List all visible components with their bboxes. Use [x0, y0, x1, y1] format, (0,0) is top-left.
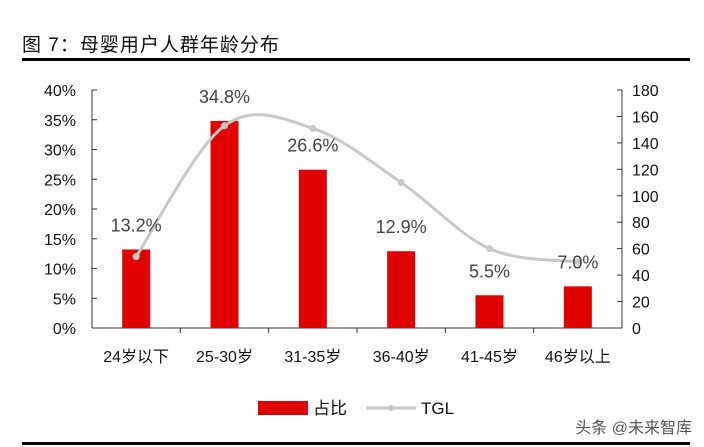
bar-data-label: 5.5% — [469, 261, 510, 281]
right-tick-label: 20 — [632, 295, 650, 312]
bar — [298, 169, 327, 328]
tgl-point — [397, 179, 405, 187]
right-tick-label: 60 — [632, 242, 650, 259]
bar-data-label: 13.2% — [111, 215, 162, 235]
right-tick-label: 0 — [632, 321, 641, 338]
right-tick-label: 140 — [632, 136, 659, 153]
bar-data-label: 26.6% — [287, 136, 338, 156]
left-tick-label: 15% — [44, 232, 76, 249]
right-tick-label: 180 — [632, 83, 659, 100]
tgl-point — [574, 258, 582, 266]
legend-bar-swatch — [258, 401, 308, 415]
x-tick-label: 25-30岁 — [196, 348, 253, 366]
right-tick-label: 160 — [632, 109, 659, 126]
tgl-line — [134, 113, 579, 264]
legend-line-marker — [388, 405, 394, 411]
bar — [563, 286, 592, 328]
bar-data-label: 34.8% — [199, 87, 250, 107]
bar — [387, 251, 416, 328]
bottom-rule — [22, 442, 690, 445]
left-tick-label: 40% — [44, 83, 76, 100]
x-tick-label: 46岁以上 — [545, 348, 611, 366]
right-tick-label: 100 — [632, 189, 659, 206]
left-tick-label: 5% — [53, 291, 76, 308]
tgl-point — [309, 124, 317, 132]
bar — [210, 120, 239, 328]
x-tick-label: 36-40岁 — [373, 348, 430, 366]
legend-bar-label: 占比 — [313, 399, 347, 418]
right-tick-label: 120 — [632, 162, 659, 179]
x-tick-label: 31-35岁 — [284, 348, 341, 366]
bar — [122, 249, 151, 328]
left-tick-label: 30% — [44, 143, 76, 160]
right-tick-label: 40 — [632, 268, 650, 285]
bar-data-label: 7.0% — [557, 252, 598, 272]
tgl-point — [486, 245, 493, 253]
bar — [475, 295, 504, 328]
right-tick-label: 80 — [632, 215, 650, 232]
tgl-point — [221, 122, 228, 130]
watermark: 头条 @未来智库 — [575, 420, 692, 437]
left-tick-label: 0% — [53, 321, 76, 338]
legend-line-label: TGL — [421, 399, 454, 418]
figure-title: 图 7：母婴用户人群年龄分布 — [22, 35, 280, 56]
x-tick-label: 24岁以下 — [103, 348, 169, 366]
left-tick-label: 20% — [44, 202, 76, 219]
tgl-point — [132, 253, 140, 261]
x-tick-label: 41-45岁 — [461, 348, 518, 366]
left-tick-label: 25% — [44, 172, 76, 189]
left-tick-label: 10% — [44, 262, 76, 279]
left-tick-label: 35% — [44, 113, 76, 130]
top-rule — [22, 58, 690, 61]
bar-data-label: 12.9% — [376, 217, 427, 237]
